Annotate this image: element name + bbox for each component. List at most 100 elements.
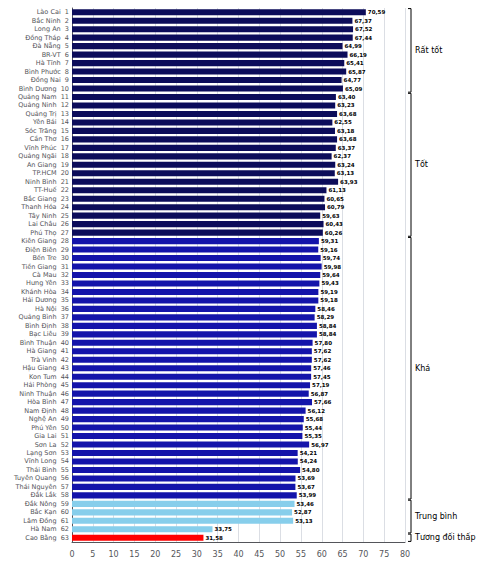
svg-text:56,97: 56,97 [311, 442, 329, 448]
svg-text:64,77: 64,77 [344, 77, 362, 83]
svg-text:59,64: 59,64 [322, 272, 340, 278]
svg-text:Quảng Bình 37: Quảng Bình 37 [19, 313, 69, 321]
svg-text:Đồng Nai 9: Đồng Nai 9 [31, 76, 69, 84]
svg-text:59,31: 59,31 [321, 238, 339, 244]
svg-text:Lai Châu 26: Lai Châu 26 [28, 220, 69, 228]
svg-text:60: 60 [317, 550, 327, 559]
svg-text:67,44: 67,44 [355, 35, 373, 41]
svg-text:Phú Yên 50: Phú Yên 50 [31, 424, 69, 432]
svg-text:Đắk Lắk 58: Đắk Lắk 58 [30, 491, 69, 499]
svg-text:Vĩnh Long 54: Vĩnh Long 54 [24, 457, 69, 465]
svg-text:Kon Tum 44: Kon Tum 44 [29, 373, 69, 381]
svg-text:Thái Bình 55: Thái Bình 55 [25, 466, 69, 474]
svg-text:53,67: 53,67 [297, 484, 315, 490]
svg-text:61,13: 61,13 [328, 187, 346, 193]
svg-text:Đà Nẵng 5: Đà Nẵng 5 [33, 42, 69, 50]
svg-text:Tiền Giang 31: Tiền Giang 31 [21, 263, 69, 271]
svg-text:59,74: 59,74 [323, 255, 341, 261]
svg-text:Khá: Khá [415, 364, 430, 373]
svg-text:Thanh Hóa 24: Thanh Hóa 24 [20, 203, 69, 211]
svg-text:Hà Nội 36: Hà Nội 36 [35, 305, 69, 313]
svg-text:62,37: 62,37 [334, 153, 352, 159]
svg-text:63,40: 63,40 [338, 94, 356, 100]
svg-text:63,13: 63,13 [337, 170, 355, 176]
svg-text:Lâm Đồng 61: Lâm Đồng 61 [23, 517, 69, 525]
svg-text:Đồng Tháp 4: Đồng Tháp 4 [25, 34, 69, 42]
svg-text:63,68: 63,68 [339, 136, 357, 142]
svg-text:56,87: 56,87 [311, 391, 329, 397]
svg-text:Tây Ninh 25: Tây Ninh 25 [28, 212, 69, 220]
svg-text:30: 30 [192, 550, 202, 559]
svg-text:An Giang 19: An Giang 19 [27, 161, 69, 169]
svg-text:Cần Thơ 16: Cần Thơ 16 [30, 135, 69, 143]
svg-text:Hải Phòng 45: Hải Phòng 45 [24, 381, 69, 389]
svg-text:Sóc Trăng 15: Sóc Trăng 15 [25, 127, 69, 135]
svg-text:80: 80 [400, 550, 410, 559]
svg-text:Hà Tĩnh 7: Hà Tĩnh 7 [36, 59, 69, 67]
svg-text:64,99: 64,99 [345, 43, 363, 49]
svg-text:67,37: 67,37 [354, 18, 372, 24]
svg-text:62,55: 62,55 [334, 119, 352, 125]
svg-text:Hà Giang 41: Hà Giang 41 [27, 347, 69, 355]
svg-text:65,09: 65,09 [345, 86, 363, 92]
svg-text:56,12: 56,12 [308, 408, 326, 414]
svg-text:Yên Bái 14: Yên Bái 14 [32, 118, 69, 126]
svg-text:60,43: 60,43 [326, 221, 344, 227]
svg-text:TP.HCM 20: TP.HCM 20 [32, 169, 69, 177]
svg-text:63,93: 63,93 [340, 179, 358, 185]
svg-text:53,99: 53,99 [299, 492, 317, 498]
svg-text:67,52: 67,52 [355, 26, 373, 32]
svg-text:59,18: 59,18 [320, 297, 338, 303]
svg-text:53,69: 53,69 [297, 475, 315, 481]
svg-text:Bắc Giang 23: Bắc Giang 23 [23, 195, 69, 203]
svg-text:Hải Dương 35: Hải Dương 35 [23, 296, 70, 304]
svg-text:54,24: 54,24 [300, 458, 318, 464]
svg-text:Bình Thuận 40: Bình Thuận 40 [20, 339, 69, 347]
svg-text:57,19: 57,19 [312, 382, 330, 388]
svg-text:Bến Tre 30: Bến Tre 30 [32, 254, 69, 262]
svg-text:54,80: 54,80 [302, 467, 320, 473]
svg-text:33,75: 33,75 [214, 526, 232, 532]
svg-text:59,16: 59,16 [320, 247, 338, 253]
svg-text:70: 70 [358, 550, 368, 559]
svg-text:75: 75 [379, 550, 389, 559]
svg-text:15: 15 [129, 550, 139, 559]
svg-text:Hậu Giang 43: Hậu Giang 43 [22, 364, 69, 372]
svg-text:Phú Thọ 27: Phú Thọ 27 [30, 229, 69, 237]
svg-text:Sơn La 52: Sơn La 52 [35, 441, 69, 449]
svg-text:63,24: 63,24 [337, 162, 355, 168]
svg-text:65: 65 [337, 550, 347, 559]
svg-text:Rất tốt: Rất tốt [415, 45, 442, 55]
svg-text:57,66: 57,66 [314, 399, 332, 405]
svg-text:Hưng Yên 33: Hưng Yên 33 [26, 279, 69, 287]
svg-text:Trà Vinh 42: Trà Vinh 42 [30, 356, 70, 364]
svg-text:Hà Nam 62: Hà Nam 62 [30, 525, 69, 533]
svg-text:57,45: 57,45 [313, 374, 331, 380]
svg-text:58,84: 58,84 [319, 323, 337, 329]
svg-text:60,26: 60,26 [325, 230, 343, 236]
svg-text:52,87: 52,87 [294, 509, 312, 515]
svg-text:Bình Phước 8: Bình Phước 8 [24, 68, 69, 76]
svg-text:Lào Cai 1: Lào Cai 1 [37, 8, 69, 16]
svg-text:59,63: 59,63 [322, 213, 340, 219]
svg-text:Nghệ An 49: Nghệ An 49 [29, 415, 69, 423]
svg-text:Quảng Ninh 12: Quảng Ninh 12 [18, 101, 69, 109]
svg-text:65,87: 65,87 [348, 69, 366, 75]
svg-text:58,84: 58,84 [319, 331, 337, 337]
svg-text:63,37: 63,37 [338, 145, 356, 151]
svg-text:Lạng Sơn 53: Lạng Sơn 53 [26, 449, 69, 457]
svg-text:59,43: 59,43 [321, 280, 339, 286]
svg-text:55,44: 55,44 [305, 425, 323, 431]
svg-text:63,23: 63,23 [337, 102, 355, 108]
svg-text:Quảng Trị 13: Quảng Trị 13 [26, 110, 69, 118]
svg-text:Bình Định 38: Bình Định 38 [25, 322, 69, 330]
svg-text:Ninh Thuận 46: Ninh Thuận 46 [19, 390, 69, 398]
svg-text:53,46: 53,46 [297, 501, 315, 507]
svg-text:57,62: 57,62 [314, 357, 332, 363]
svg-text:Quảng Ngãi 18: Quảng Ngãi 18 [18, 152, 69, 160]
svg-text:55,68: 55,68 [306, 416, 324, 422]
svg-text:Đắk Nông 59: Đắk Nông 59 [25, 500, 69, 508]
svg-text:53,13: 53,13 [295, 518, 313, 524]
svg-text:Cà Mau 32: Cà Mau 32 [32, 271, 69, 279]
svg-text:Thái Nguyên 57: Thái Nguyên 57 [15, 483, 69, 491]
